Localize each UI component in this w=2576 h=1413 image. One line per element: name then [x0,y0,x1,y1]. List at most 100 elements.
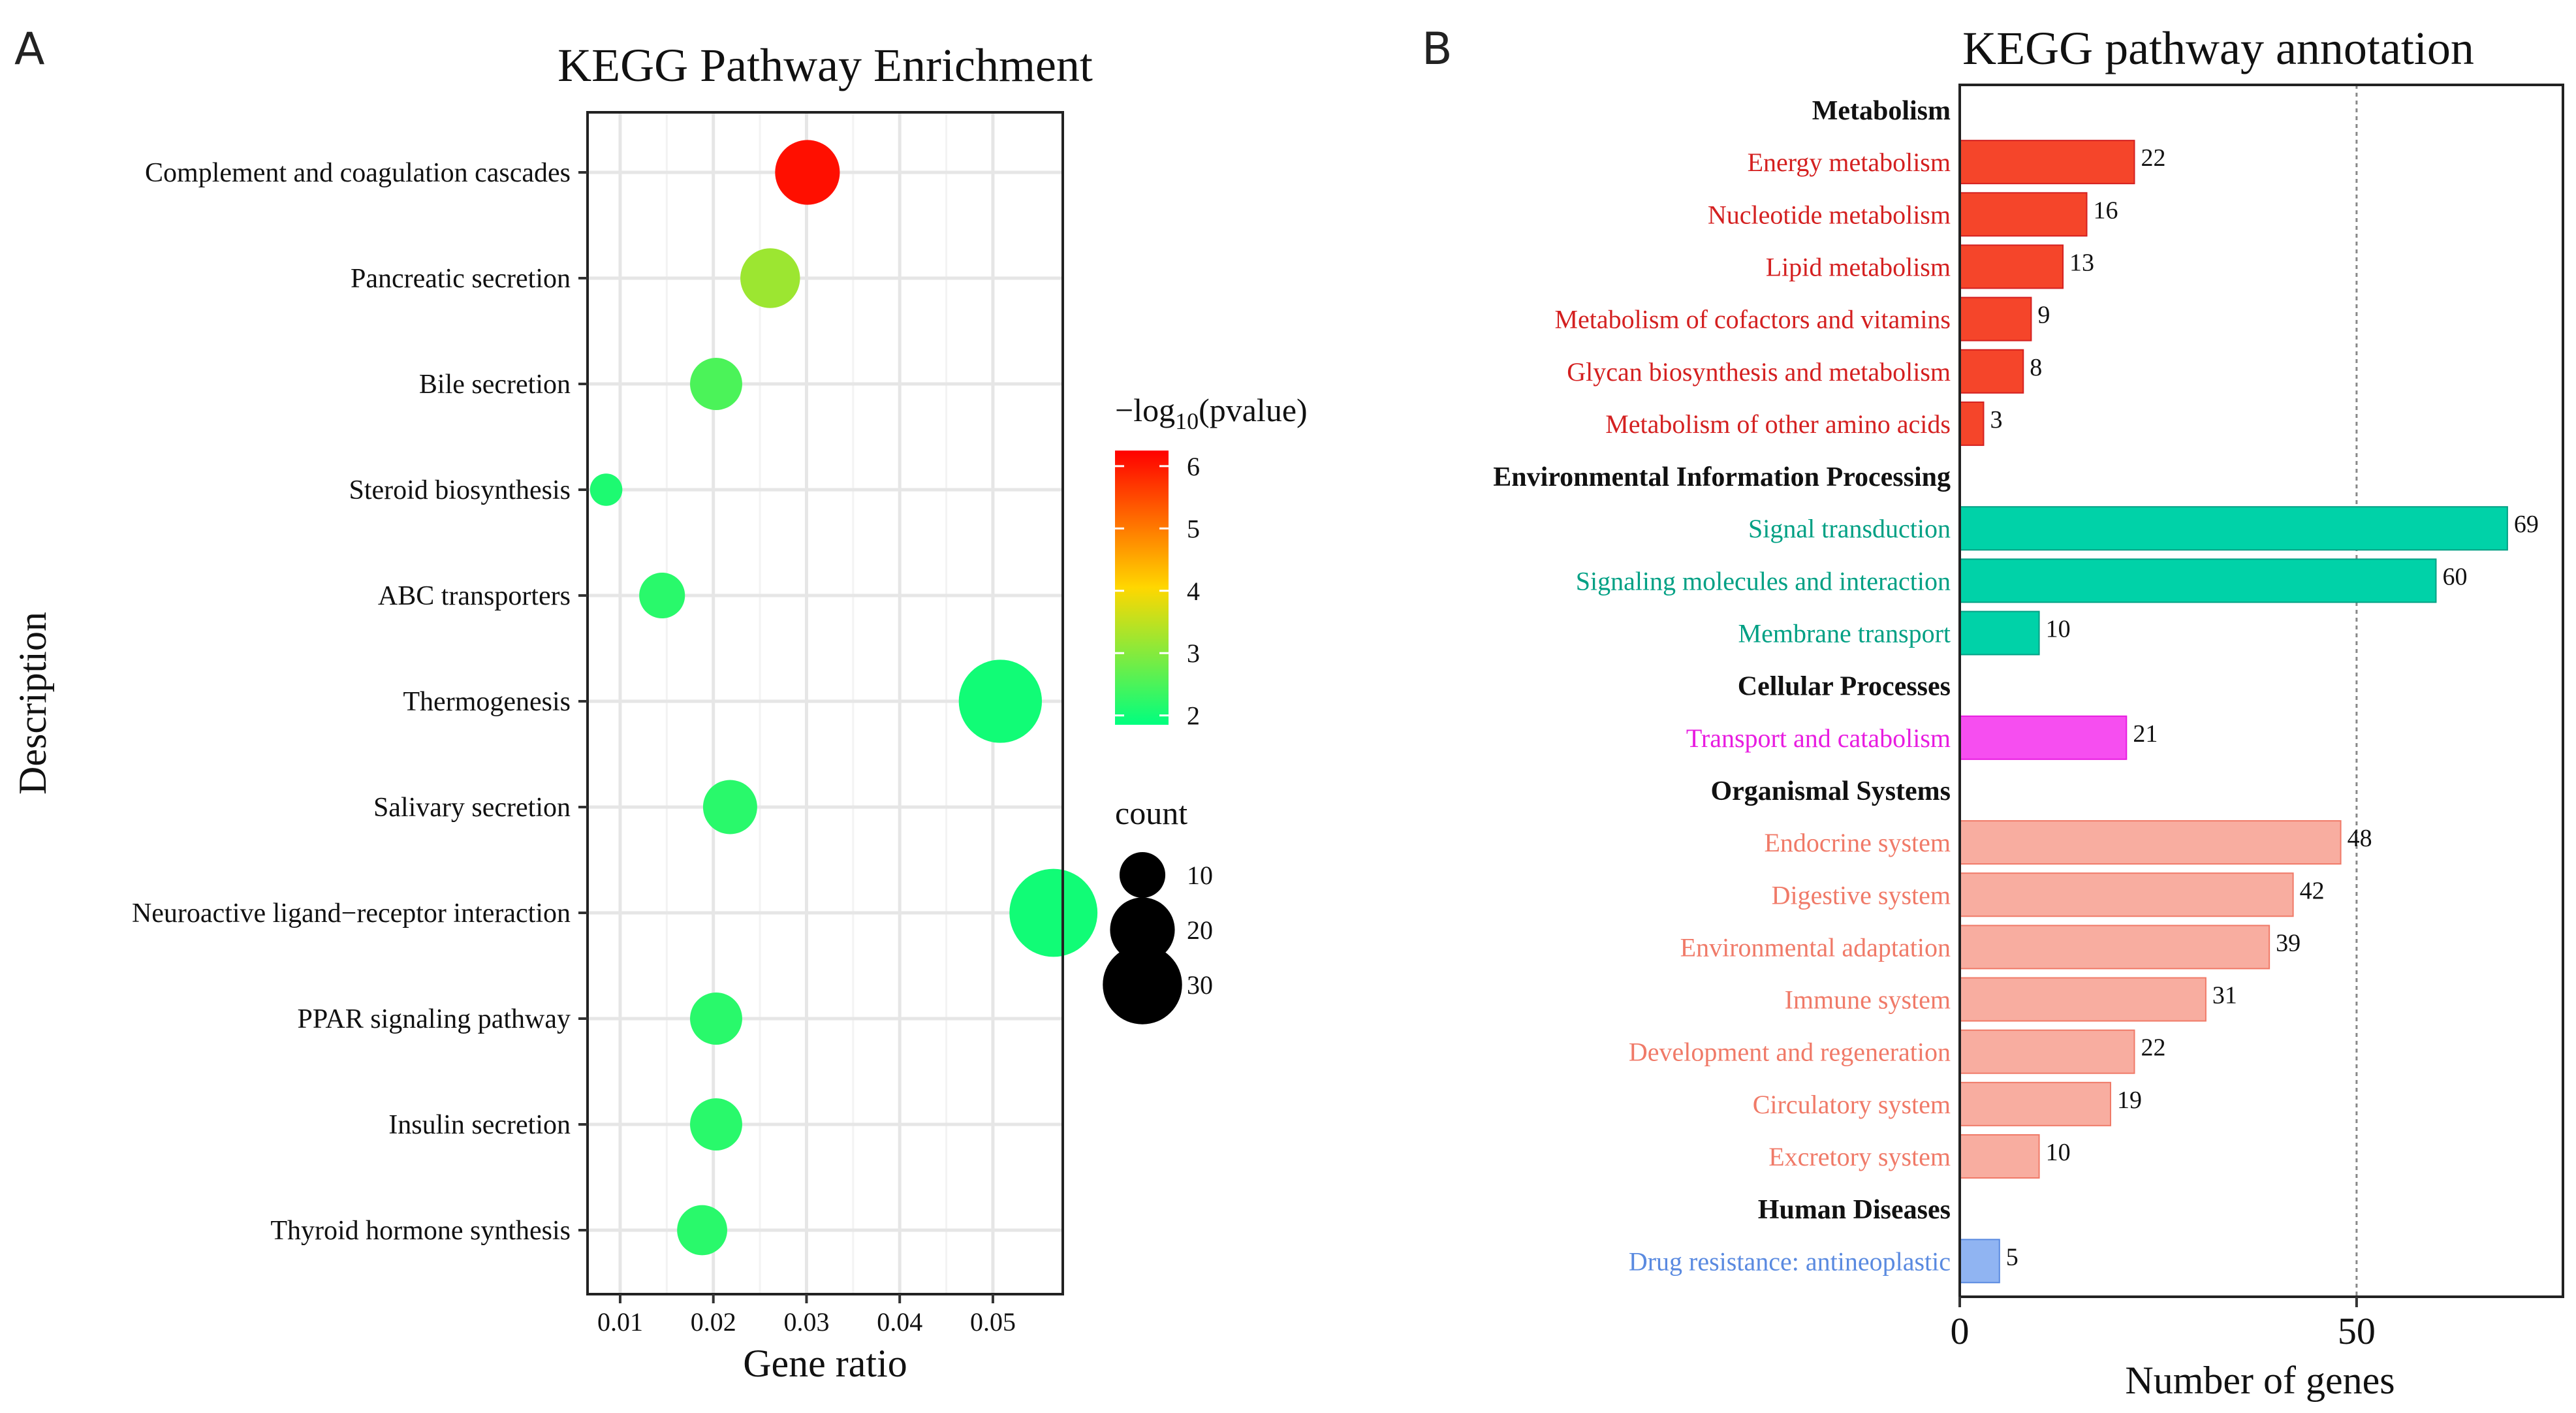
y-tick-label: ABC transporters [378,581,571,611]
panel-a-x-axis-title: Gene ratio [743,1342,907,1385]
annotation-bar [1959,611,2040,656]
pathway-label: Energy metabolism [1748,148,1951,177]
category-header: Metabolism [1812,96,1951,126]
colorbar-tick-label: 6 [1187,452,1200,481]
annotation-bar [1959,925,2270,970]
panel-b-category-labels: Metabolism Energy metabolism Nucleotide me… [1493,96,1951,1276]
panel-a-title: KEGG Pathway Enrichment [558,39,1093,91]
pathway-label: Endocrine system [1765,828,1951,857]
pathway-label: Membrane transport [1738,619,1951,648]
count-legend-label: 20 [1187,915,1213,945]
count-legend-key [1110,897,1175,962]
colorbar-tick-label: 3 [1187,639,1200,668]
category-header: Environmental Information Processing [1493,462,1951,492]
count-legend-label: 30 [1187,970,1213,1000]
bar-value-label: 42 [2300,877,2325,904]
y-tick-label: PPAR signaling pathway [298,1004,571,1034]
pathway-label: Transport and catabolism [1686,723,1951,753]
panel-a-enrichment-dotplot: A KEGG Pathway Enrichment Complement and… [11,24,1308,1385]
panel-a-y-axis-title: Description [11,612,54,795]
bar-value-label: 39 [2276,929,2301,957]
bar-value-label: 69 [2514,511,2539,538]
count-legend-keys: 10 20 30 [1103,851,1213,1024]
annotation-bar [1959,820,2342,865]
pathway-label: Metabolism of cofactors and vitamins [1554,305,1951,334]
y-tick-label: Neuroactive ligand−receptor interaction [132,898,571,929]
y-tick-label: Salivary secretion [373,793,571,823]
bar-value-label: 10 [2046,616,2071,643]
y-tick-label: Bile secretion [419,370,571,400]
y-tick-label: Steroid biosynthesis [349,475,571,505]
pathway-label: Circulatory system [1753,1090,1951,1119]
y-tick-label: Thermogenesis [403,687,571,717]
y-tick-label: Pancreatic secretion [351,264,571,294]
annotation-bar [1959,1239,2000,1284]
bar-value-label: 22 [2141,1034,2165,1062]
x-tick-label: 0.05 [970,1307,1016,1337]
bar-value-label: 16 [2094,197,2118,224]
bar-value-label: 60 [2442,563,2467,590]
panel-b-x-axis-title: Number of genes [2125,1359,2395,1402]
pathway-label: Nucleotide metabolism [1708,200,1951,229]
enrichment-point [775,140,840,205]
pvalue-color-legend: −log10(pvalue) 6 5 4 3 2 [1115,392,1308,731]
bar-value-label: 8 [2030,354,2042,381]
bar-value-label: 3 [1990,406,2002,434]
colorbar-tick-label: 4 [1187,577,1200,606]
panel-b-title: KEGG pathway annotation [1962,22,2474,74]
panel-a-y-axis: Complement and coagulation cascades Pancr… [132,158,588,1246]
bar-value-label: 21 [2133,720,2158,748]
panel-b-plot-border [1958,84,2564,1298]
enrichment-point [677,1205,727,1256]
colorbar-tick-label: 2 [1187,701,1200,731]
pathway-label: Immune system [1785,985,1951,1015]
bar-value-label: 9 [2037,302,2050,329]
annotation-bar [1959,715,2128,760]
annotation-bar [1959,296,2032,341]
annotation-bar [1959,192,2088,237]
bar-value-label: 22 [2141,144,2165,172]
count-legend-key [1103,945,1182,1024]
category-header: Cellular Processes [1738,672,1951,702]
enrichment-point [702,780,757,834]
enrichment-point [639,572,685,619]
pvalue-legend-title: −log10(pvalue) [1115,392,1308,434]
pathway-label: Environmental adaptation [1680,932,1951,962]
annotation-bar [1959,506,2508,551]
pathway-label: Drug resistance: antineoplastic [1629,1246,1951,1276]
count-legend-key [1119,851,1166,898]
annotation-bar [1959,349,2024,394]
pathway-label: Signal transduction [1748,514,1951,543]
x-tick-label: 0.02 [691,1307,736,1337]
enrichment-point [958,659,1043,743]
y-tick-label: Insulin secretion [388,1110,571,1140]
pathway-label: Metabolism of other amino acids [1605,409,1951,439]
annotation-bar [1959,977,2207,1022]
pathway-label: Excretory system [1768,1142,1951,1171]
bar-value-label: 5 [2006,1243,2018,1271]
bar-value-label: 10 [2046,1139,2071,1166]
annotation-bar [1959,872,2294,917]
count-size-legend: count 10 20 30 [1103,795,1213,1024]
pathway-label: Lipid metabolism [1766,252,1951,281]
enrichment-point [1009,868,1098,957]
y-tick-label: Complement and coagulation cascades [145,158,571,188]
panel-a-points [589,140,1098,1256]
y-tick-label: Thyroid hormone synthesis [270,1216,571,1246]
x-tick-label: 0 [1951,1310,1970,1352]
bar-value-label: 31 [2212,982,2237,1009]
panel-a-plot-border [586,111,1064,1295]
category-header: Organismal Systems [1711,776,1951,806]
enrichment-point [690,358,742,410]
annotation-bar [1959,1029,2135,1074]
annotation-bar [1959,140,2135,185]
x-tick-label: 0.04 [877,1307,922,1337]
enrichment-point [740,248,800,308]
pathway-label: Glycan biosynthesis and metabolism [1567,357,1951,387]
bar-value-label: 48 [2348,825,2372,852]
colorbar-tick-label: 5 [1187,514,1200,543]
enrichment-point [690,992,742,1045]
